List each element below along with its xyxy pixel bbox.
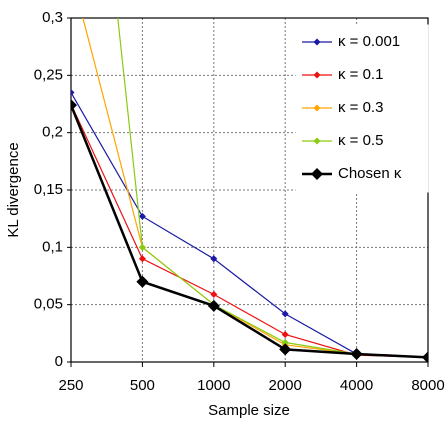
y-axis-label: KL divergence xyxy=(5,142,22,237)
x-tick-label: 500 xyxy=(130,377,155,394)
data-point xyxy=(210,290,218,298)
legend-label: κ = 0.001 xyxy=(338,33,400,50)
data-point xyxy=(281,330,289,338)
legend-label: κ = 0.5 xyxy=(338,132,383,149)
data-point xyxy=(350,347,363,360)
x-tick-label: 2000 xyxy=(269,377,302,394)
data-point xyxy=(422,351,428,362)
data-point xyxy=(136,275,149,288)
data-point xyxy=(210,255,218,263)
y-tick-label: 0,3 xyxy=(42,9,63,26)
legend-marker xyxy=(311,168,323,180)
x-axis-label: Sample size xyxy=(208,402,290,419)
legend-marker xyxy=(313,104,321,112)
data-point xyxy=(138,212,146,220)
series-line xyxy=(71,104,428,359)
legend-marker xyxy=(313,71,321,79)
y-tick-label: 0,15 xyxy=(34,181,63,198)
data-point xyxy=(281,339,289,347)
legend-marker xyxy=(313,137,321,145)
legend-label: Chosen κ xyxy=(338,165,402,182)
legend-label: κ = 0.1 xyxy=(338,66,383,83)
y-tick-label: 0 xyxy=(55,353,63,370)
data-point xyxy=(71,89,75,97)
data-point xyxy=(138,243,146,251)
data-point xyxy=(71,99,77,112)
data-point xyxy=(279,343,292,356)
data-point xyxy=(207,299,220,312)
x-tick-label: 250 xyxy=(58,377,83,394)
y-tick-label: 0,25 xyxy=(34,66,63,83)
y-tick-label: 0,05 xyxy=(34,296,63,313)
legend-label: κ = 0.3 xyxy=(338,99,383,116)
y-tick-label: 0,1 xyxy=(42,238,63,255)
data-point xyxy=(281,310,289,318)
y-tick-label: 0,2 xyxy=(42,124,63,141)
data-point xyxy=(138,255,146,263)
x-tick-label: 1000 xyxy=(197,377,230,394)
x-tick-label: 4000 xyxy=(340,377,373,394)
plot-area xyxy=(71,18,428,362)
legend-marker xyxy=(313,38,321,46)
x-tick-label: 8000 xyxy=(411,377,444,394)
